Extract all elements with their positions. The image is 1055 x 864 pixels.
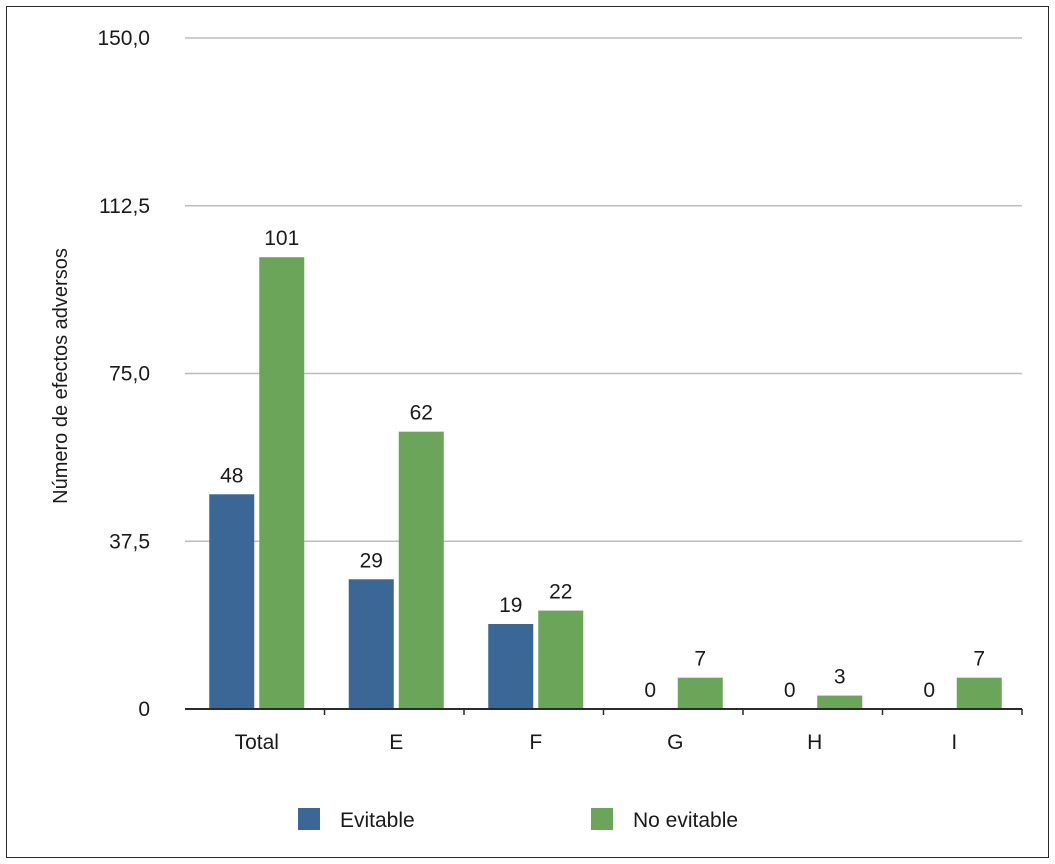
bar: [956, 677, 1002, 709]
data-label: 3: [834, 666, 846, 689]
bar: [677, 677, 723, 709]
x-tick-label: I: [951, 731, 957, 754]
x-tick-label: E: [389, 731, 403, 754]
y-tick-label: 150,0: [97, 27, 150, 50]
y-axis-label: Número de efectos adversos: [50, 248, 72, 504]
legend-label: Evitable: [340, 809, 415, 832]
y-tick-label: 112,5: [99, 195, 150, 218]
axes: 0 37,5 75,0 112,5 150,0 Total E F G H I: [97, 27, 1023, 754]
bar: [259, 257, 305, 709]
x-tick-label: G: [667, 731, 683, 754]
data-label: 0: [644, 679, 656, 702]
legend-label: No evitable: [633, 809, 738, 832]
data-label: 0: [784, 679, 796, 702]
data-label: 22: [549, 581, 572, 604]
data-label: 29: [360, 549, 383, 572]
legend: Evitable No evitable: [298, 808, 738, 832]
data-labels: 48 101 29 62 19 22 0 7 0 3 0 7: [220, 227, 985, 702]
bar: [348, 579, 394, 709]
data-label: 48: [220, 464, 243, 487]
y-tick-label: 37,5: [109, 530, 150, 553]
bar: [538, 610, 584, 709]
chart-frame: [6, 6, 1049, 858]
bars: [209, 257, 1002, 709]
data-label: 62: [410, 402, 433, 425]
data-label: 0: [923, 679, 935, 702]
data-label: 7: [694, 648, 706, 671]
data-label: 101: [264, 227, 299, 250]
bar: [398, 431, 444, 709]
x-tick-label: Total: [235, 731, 279, 754]
legend-swatch: [298, 808, 320, 830]
y-tick-label: 0: [138, 698, 150, 721]
x-tick-label: F: [529, 731, 542, 754]
data-label: 19: [499, 594, 522, 617]
bar: [209, 494, 255, 709]
bar: [488, 624, 534, 709]
data-label: 7: [973, 648, 985, 671]
gridlines: [185, 37, 1022, 542]
bar: [817, 695, 863, 709]
legend-swatch: [591, 808, 613, 830]
x-tick-label: H: [807, 731, 822, 754]
y-tick-label: 75,0: [109, 363, 150, 386]
